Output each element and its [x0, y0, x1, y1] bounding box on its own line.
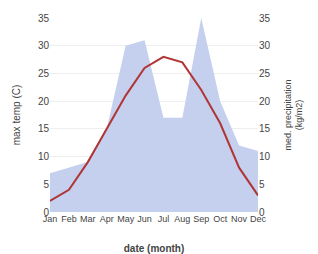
svg-text:Sep: Sep — [193, 214, 209, 224]
svg-text:30: 30 — [38, 40, 50, 51]
svg-text:35: 35 — [38, 13, 50, 24]
svg-text:Dec: Dec — [250, 214, 267, 224]
svg-text:0: 0 — [259, 207, 265, 218]
svg-text:May: May — [117, 214, 135, 224]
svg-text:Apr: Apr — [100, 214, 114, 224]
svg-text:25: 25 — [38, 68, 50, 79]
svg-text:med. precipitation(kg/m2): med. precipitation(kg/m2) — [283, 79, 305, 150]
svg-text:Jan: Jan — [43, 214, 58, 224]
svg-text:max temp (C): max temp (C) — [11, 85, 22, 146]
svg-text:25: 25 — [259, 68, 271, 79]
svg-text:date (month): date (month) — [124, 243, 185, 254]
svg-text:Nov: Nov — [231, 214, 248, 224]
svg-text:Jun: Jun — [137, 214, 152, 224]
svg-text:10: 10 — [259, 151, 271, 162]
svg-text:20: 20 — [259, 96, 271, 107]
svg-text:5: 5 — [43, 179, 49, 190]
svg-text:15: 15 — [259, 123, 271, 134]
svg-text:30: 30 — [259, 40, 271, 51]
svg-text:Aug: Aug — [174, 214, 190, 224]
svg-text:15: 15 — [38, 123, 50, 134]
svg-text:5: 5 — [259, 179, 265, 190]
svg-text:0: 0 — [43, 207, 49, 218]
svg-text:35: 35 — [259, 13, 271, 24]
svg-text:10: 10 — [38, 151, 50, 162]
svg-text:Oct: Oct — [213, 214, 228, 224]
svg-text:Jul: Jul — [158, 214, 170, 224]
svg-text:Feb: Feb — [61, 214, 77, 224]
svg-text:Mar: Mar — [80, 214, 96, 224]
svg-text:20: 20 — [38, 96, 50, 107]
